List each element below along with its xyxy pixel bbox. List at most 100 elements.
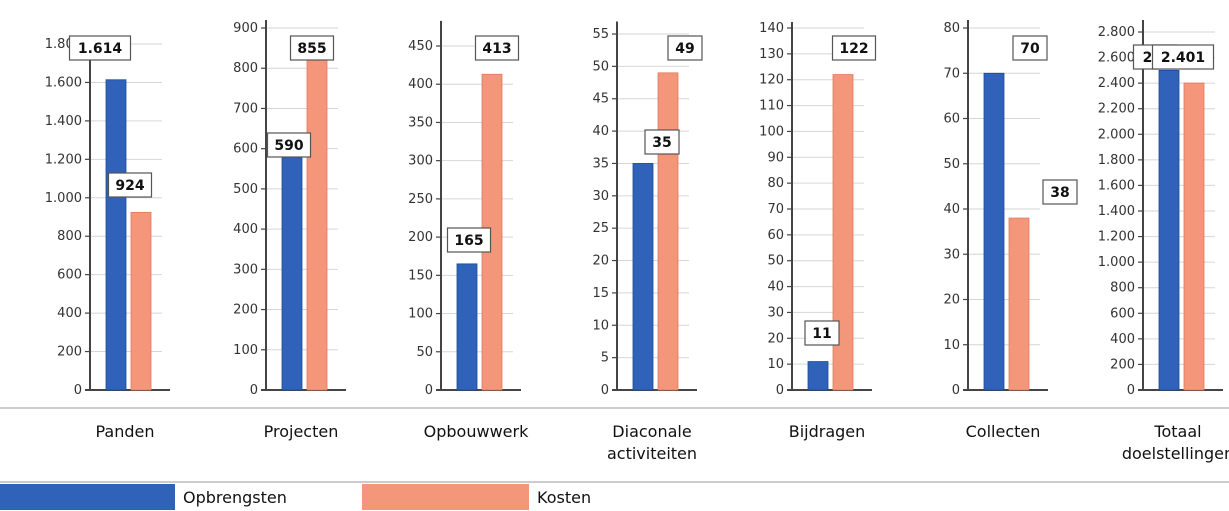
y-tick-label: 50 (943, 157, 960, 172)
category-label: Opbouwwerk (424, 422, 529, 441)
y-tick-label: 20 (767, 331, 784, 346)
legend-label-kosten: Kosten (537, 488, 591, 507)
y-tick-label: 600 (57, 268, 82, 283)
data-label-kosten: 855 (297, 41, 326, 57)
y-tick-label: 2.000 (1098, 127, 1135, 142)
y-tick-label: 1.400 (1098, 204, 1135, 219)
y-tick-label: 200 (1110, 357, 1135, 372)
y-tick-label: 2.400 (1098, 76, 1135, 91)
bar-opbrengsten (632, 163, 654, 391)
y-tick-label: 0 (250, 383, 258, 398)
category-label: activiteiten (607, 444, 697, 463)
y-tick-label: 1.000 (45, 191, 82, 206)
data-label-opbrengsten: 11 (812, 326, 831, 342)
y-tick-label: 140 (759, 21, 784, 36)
data-label-opbrengsten: 165 (454, 233, 483, 249)
data-label-box (1151, 44, 1215, 70)
panel-7: 0 200 400 600 800 1.000 1.200 1.400 1.600 1.800 2.… (1098, 20, 1223, 398)
y-tick-label: 1.000 (1098, 255, 1135, 270)
y-tick-label: 10 (767, 357, 784, 372)
data-label-box (1042, 179, 1078, 205)
y-tick-label: 400 (408, 77, 433, 92)
panel-3: 0 50 100 150 200 250 300 350 400 450 165 413 (408, 20, 521, 398)
data-label-box (68, 35, 132, 61)
data-label-box (644, 129, 680, 155)
y-tick-label: 100 (759, 124, 784, 139)
bar-opbrengsten (281, 152, 303, 391)
y-tick-label: 40 (592, 124, 609, 139)
y-tick-label: 25 (592, 221, 609, 236)
category-label: Bijdragen (789, 422, 866, 441)
y-tick-label: 45 (592, 92, 609, 107)
y-tick-label: 50 (767, 254, 784, 269)
y-tick-label: 50 (416, 345, 433, 360)
y-tick-label: 10 (592, 318, 609, 333)
data-label-kosten: 2.401 (1161, 50, 1205, 66)
y-tick-label: 40 (943, 202, 960, 217)
y-tick-label: 130 (759, 47, 784, 62)
y-tick-label: 35 (592, 156, 609, 171)
y-tick-label: 80 (943, 21, 960, 36)
data-label-kosten: 413 (482, 41, 511, 57)
y-tick-label: 300 (408, 154, 433, 169)
y-tick-label: 600 (233, 142, 258, 157)
plot-area: 02004006008001.0001.2001.4001.6001.8001.… (45, 20, 1223, 398)
y-tick-label: 70 (943, 66, 960, 81)
y-tick-label: 150 (408, 268, 433, 283)
data-label-kosten: 49 (675, 41, 694, 57)
y-tick-label: 15 (592, 286, 609, 301)
y-tick-label: 1.600 (1098, 178, 1135, 193)
y-tick-label: 0 (776, 383, 784, 398)
y-tick-label: 600 (1110, 306, 1135, 321)
y-tick-label: 200 (57, 345, 82, 360)
category-label: doelstellingen (1122, 444, 1229, 463)
y-tick-label: 80 (767, 176, 784, 191)
bar-kosten (130, 211, 152, 391)
y-tick-label: 20 (592, 254, 609, 269)
y-tick-label: 800 (233, 61, 258, 76)
y-tick-label: 200 (233, 303, 258, 318)
y-tick-label: 2.600 (1098, 51, 1135, 66)
category-label: Totaal (1153, 422, 1201, 441)
y-tick-label: 120 (759, 73, 784, 88)
category-label: Diaconale (612, 422, 691, 441)
panel-2: 0 100 200 300 400 500 600 700 800 900 590 855 (233, 20, 346, 398)
y-tick-label: 100 (408, 307, 433, 322)
legend: Opbrengsten Kosten (0, 484, 591, 510)
data-label-box (667, 35, 703, 61)
panel-1: 02004006008001.0001.2001.4001.6001.8001.… (45, 35, 170, 398)
data-label-box (266, 132, 312, 158)
y-tick-label: 1.400 (45, 114, 82, 129)
y-tick-label: 2.200 (1098, 102, 1135, 117)
y-tick-label: 30 (767, 305, 784, 320)
y-tick-label: 0 (601, 383, 609, 398)
y-tick-label: 0 (952, 383, 960, 398)
data-label-kosten: 924 (115, 178, 144, 194)
y-tick-label: 60 (943, 112, 960, 127)
data-label-kosten: 122 (839, 41, 868, 57)
category-label: Panden (95, 422, 154, 441)
y-tick-label: 60 (767, 228, 784, 243)
panel-4: 0 5 10 15 20 25 30 35 40 45 50 55 35 49 (592, 21, 703, 398)
bar-kosten (306, 45, 328, 391)
bar-kosten (1183, 82, 1205, 391)
data-label-opbrengsten: 35 (652, 135, 671, 151)
y-tick-label: 100 (233, 343, 258, 358)
y-tick-label: 5 (601, 351, 609, 366)
y-tick-label: 20 (943, 293, 960, 308)
y-tick-label: 1.800 (1098, 153, 1135, 168)
data-label-opbrengsten: 590 (274, 138, 303, 154)
bar-opbrengsten (456, 263, 478, 391)
y-tick-label: 2.800 (1098, 25, 1135, 40)
y-tick-label: 30 (592, 189, 609, 204)
y-tick-label: 350 (408, 115, 433, 130)
data-label-box (804, 320, 840, 346)
data-label-box (289, 35, 335, 61)
y-tick-label: 800 (57, 229, 82, 244)
y-tick-label: 30 (943, 247, 960, 262)
data-label-box (831, 35, 877, 61)
category-label: Projecten (264, 422, 339, 441)
y-tick-label: 250 (408, 192, 433, 207)
y-tick-label: 400 (233, 222, 258, 237)
